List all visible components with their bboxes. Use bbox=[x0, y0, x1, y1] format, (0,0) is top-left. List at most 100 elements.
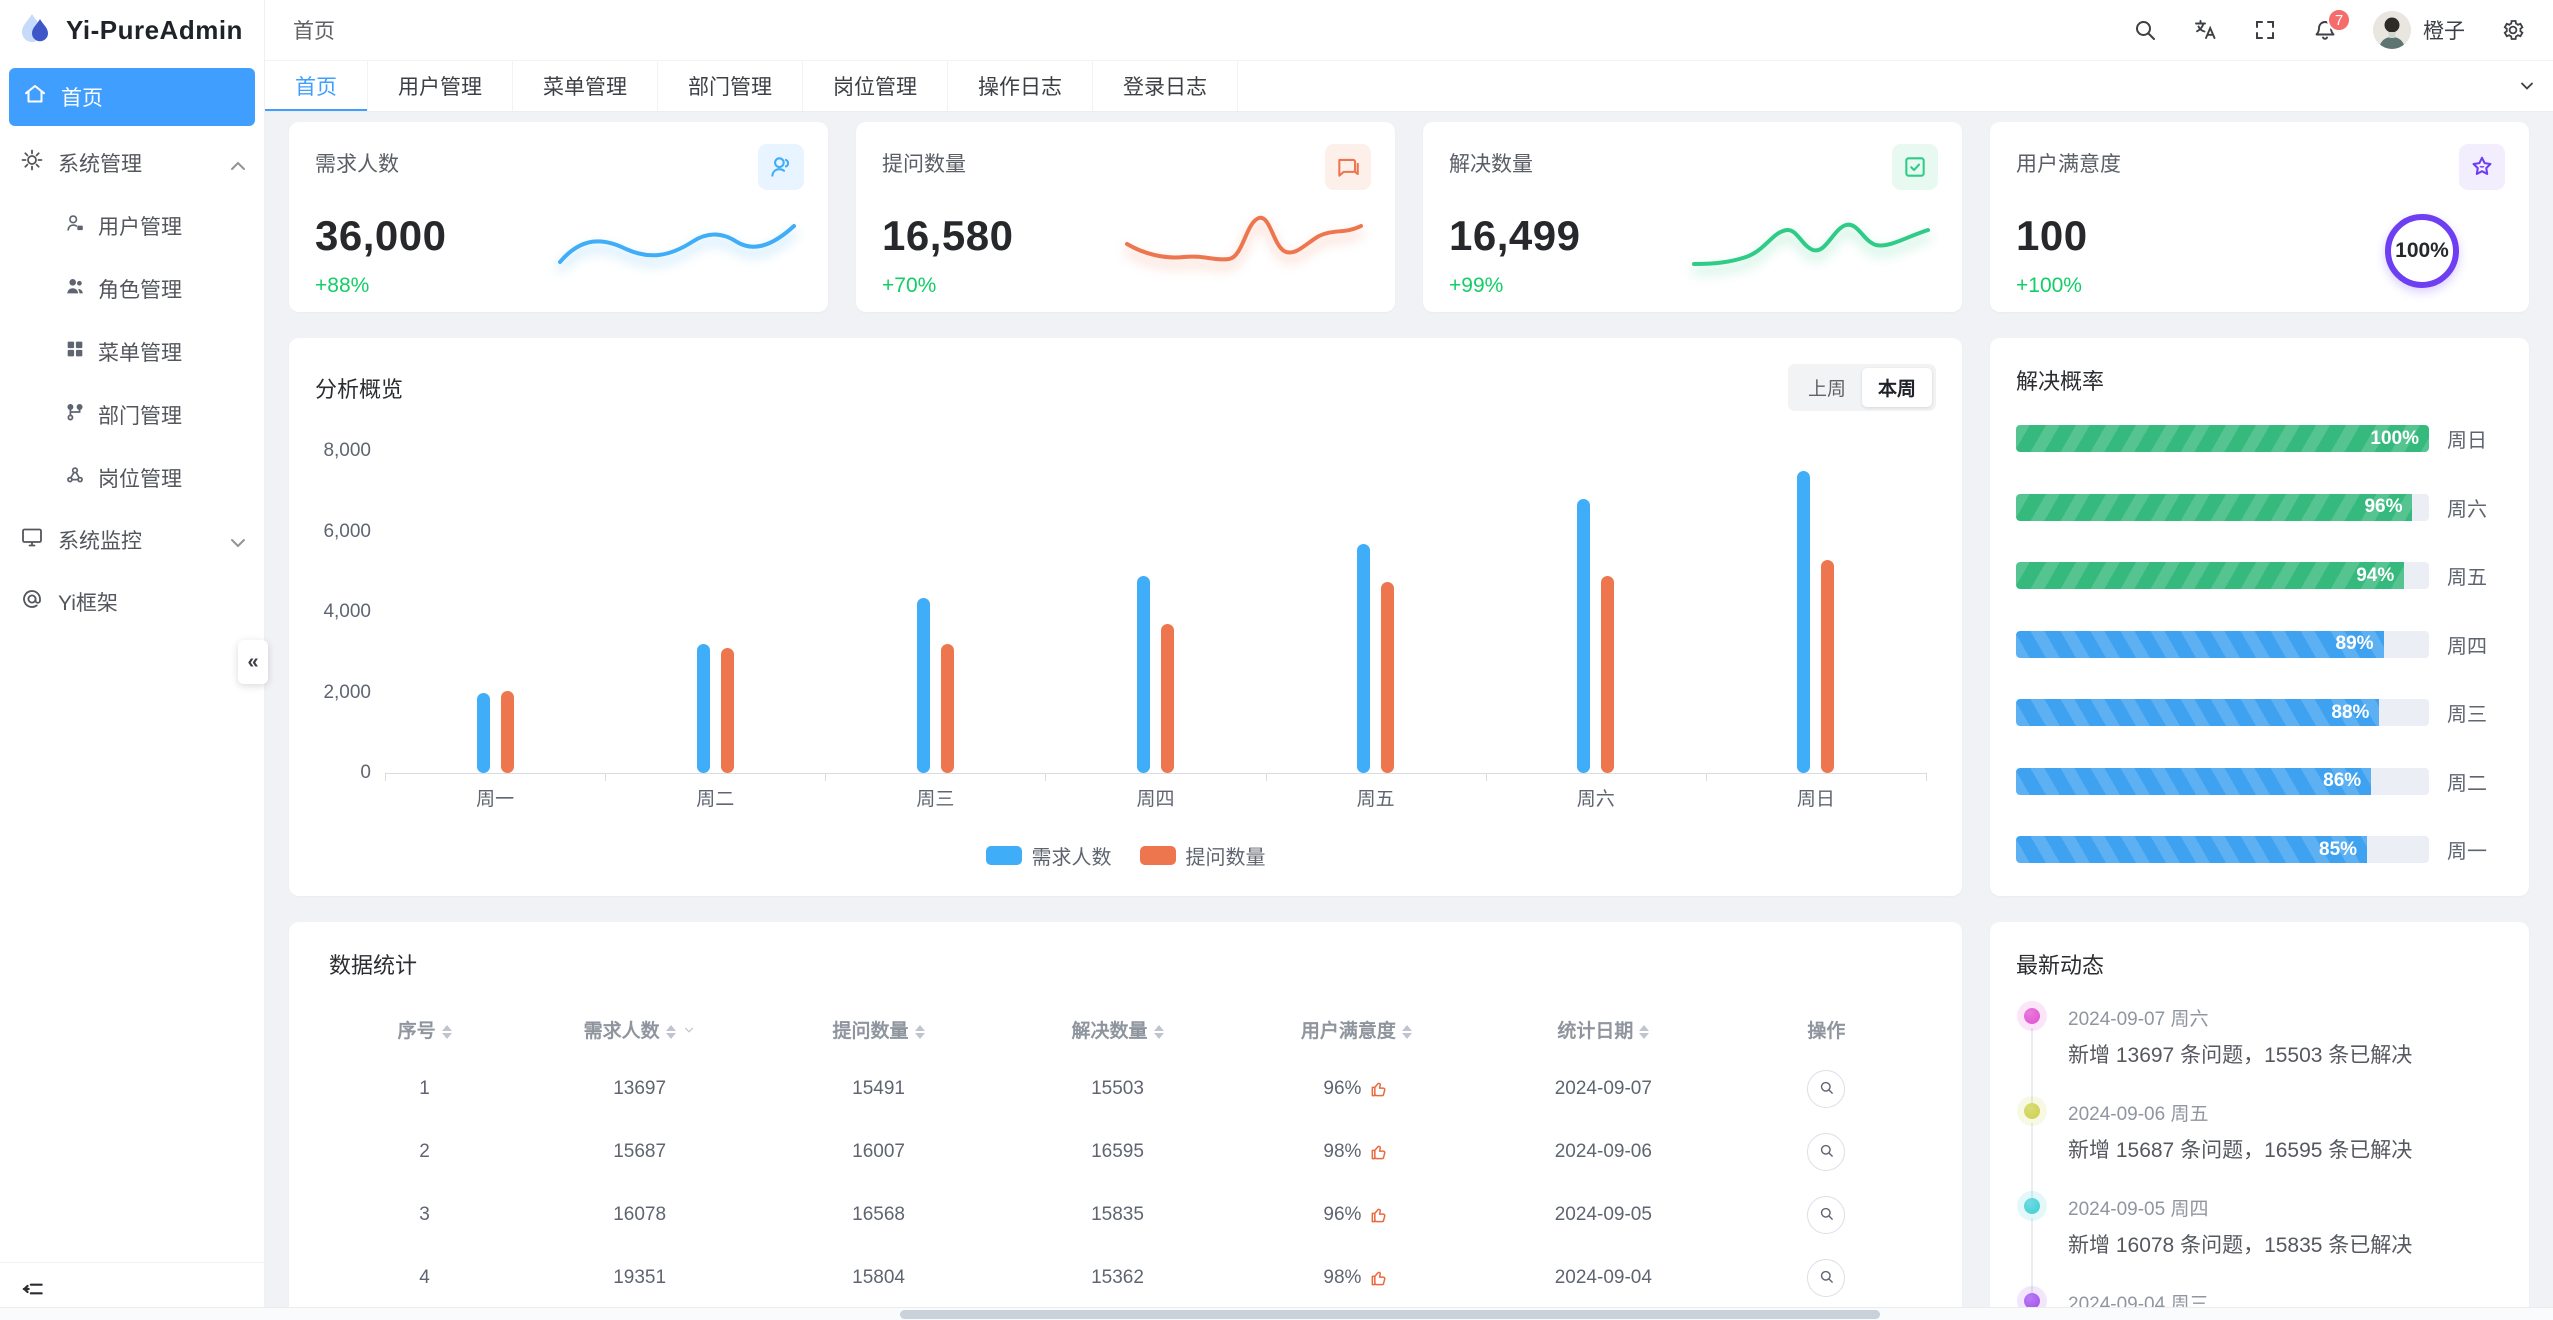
cell-date: 2024-09-06 bbox=[1554, 1140, 1652, 1162]
bar-提问数量-周五[interactable] bbox=[1381, 581, 1395, 773]
translate-icon[interactable] bbox=[2193, 18, 2217, 42]
bar-group-周三 bbox=[825, 451, 1045, 773]
magnifier-icon bbox=[1818, 1205, 1835, 1225]
solve-row-周一: 85% 周一 bbox=[2016, 835, 2503, 864]
sidebar-subitem-角色管理[interactable]: 角色管理 bbox=[0, 257, 264, 320]
x-axis-label: 周日 bbox=[1796, 789, 1835, 810]
bar-需求人数-周二[interactable] bbox=[696, 644, 710, 773]
column-header-统计日期[interactable]: 统计日期 bbox=[1476, 1002, 1731, 1057]
settings-gear-icon[interactable] bbox=[2501, 18, 2525, 42]
fold-sidebar-icon[interactable] bbox=[20, 1276, 46, 1307]
legend-swatch-orange bbox=[1139, 846, 1176, 865]
collapse-sidebar-button[interactable]: « bbox=[238, 640, 268, 684]
tabs-dropdown-chevron-icon[interactable] bbox=[2517, 61, 2537, 111]
cell-satisfaction: 96% bbox=[1237, 1057, 1476, 1120]
tab-菜单管理[interactable]: 菜单管理 bbox=[513, 61, 658, 111]
tab-岗位管理[interactable]: 岗位管理 bbox=[803, 61, 948, 111]
column-header-需求人数[interactable]: 需求人数 bbox=[520, 1002, 759, 1057]
sidebar-subitem-用户管理[interactable]: 用户管理 bbox=[0, 194, 264, 257]
sidebar-subitem-岗位管理[interactable]: 岗位管理 bbox=[0, 446, 264, 509]
bar-提问数量-周三[interactable] bbox=[940, 644, 954, 773]
sort-carets-icon[interactable] bbox=[914, 1024, 925, 1039]
sidebar-item-system-monitor[interactable]: 系统监控 bbox=[0, 509, 264, 571]
stat-delta: +70% bbox=[882, 274, 937, 297]
questions-sparkline bbox=[1125, 215, 1363, 262]
last-week-button[interactable]: 上周 bbox=[1807, 379, 1846, 400]
legend-item-demand[interactable]: 需求人数 bbox=[985, 841, 1112, 870]
x-axis-tick bbox=[1705, 773, 1707, 781]
bar-需求人数-周六[interactable] bbox=[1577, 499, 1591, 773]
stat-title: 解决数量 bbox=[1449, 153, 1533, 176]
bar-提问数量-周日[interactable] bbox=[1821, 559, 1835, 773]
sort-carets-icon[interactable] bbox=[1639, 1024, 1650, 1039]
cell-index: 2 bbox=[419, 1140, 430, 1162]
sidebar-subitem-菜单管理[interactable]: 菜单管理 bbox=[0, 320, 264, 383]
bar-提问数量-周一[interactable] bbox=[500, 690, 514, 773]
column-header-序号[interactable]: 序号 bbox=[329, 1002, 520, 1057]
user-icon bbox=[758, 144, 804, 190]
app-title: Yi-PureAdmin bbox=[66, 14, 243, 45]
tab-首页[interactable]: 首页 bbox=[265, 61, 368, 111]
timeline-date: 2024-09-07 周六 bbox=[2068, 1009, 2209, 1030]
progress-value: 85% bbox=[2319, 838, 2358, 860]
table-row: 1 13697 15491 15503 96% 2024-09-07 bbox=[329, 1057, 1922, 1120]
solve-row-周五: 94% 周五 bbox=[2016, 561, 2503, 590]
sort-carets-icon[interactable] bbox=[1401, 1024, 1412, 1039]
fullscreen-icon[interactable] bbox=[2253, 18, 2277, 42]
bar-需求人数-周五[interactable] bbox=[1357, 543, 1371, 773]
horizontal-scrollbar[interactable] bbox=[0, 1307, 2553, 1320]
column-header-解决数量[interactable]: 解决数量 bbox=[998, 1002, 1237, 1057]
timeline-connector bbox=[2031, 1123, 2033, 1198]
legend-item-questions[interactable]: 提问数量 bbox=[1139, 841, 1266, 870]
sidebar-subitem-label: 角色管理 bbox=[98, 278, 182, 302]
cell-index: 3 bbox=[419, 1203, 430, 1225]
tab-部门管理[interactable]: 部门管理 bbox=[658, 61, 803, 111]
solve-title: 解决概率 bbox=[2016, 369, 2105, 394]
bar-提问数量-周二[interactable] bbox=[720, 648, 734, 773]
sidebar-subitem-部门管理[interactable]: 部门管理 bbox=[0, 383, 264, 446]
statistics-table: 序号 需求人数 提问数量 解决数量 用户满意度 统计日期 操作 1 13697 15491 155… bbox=[329, 1002, 1922, 1320]
bar-需求人数-周一[interactable] bbox=[476, 692, 490, 773]
breadcrumb[interactable]: 首页 bbox=[293, 20, 335, 43]
column-header-用户满意度[interactable]: 用户满意度 bbox=[1237, 1002, 1476, 1057]
column-header-label: 操作 bbox=[1807, 1021, 1846, 1042]
bell-icon[interactable]: 7 bbox=[2313, 8, 2351, 42]
column-header-提问数量[interactable]: 提问数量 bbox=[759, 1002, 998, 1057]
horizontal-scrollbar-thumb[interactable] bbox=[900, 1310, 1880, 1319]
user-menu[interactable]: 橙子 bbox=[2373, 11, 2465, 49]
tab-操作日志[interactable]: 操作日志 bbox=[948, 61, 1093, 111]
tab-登录日志[interactable]: 登录日志 bbox=[1093, 61, 1238, 111]
sort-carets-icon[interactable] bbox=[441, 1024, 452, 1039]
logo[interactable]: Yi-PureAdmin bbox=[0, 0, 264, 60]
sidebar-item-home[interactable]: 首页 bbox=[9, 68, 255, 126]
stat-card-satisfaction: 用户满意度 100 +100% 100% bbox=[1990, 122, 2529, 312]
bar-提问数量-周四[interactable] bbox=[1160, 624, 1174, 773]
view-detail-button[interactable] bbox=[1807, 1195, 1846, 1234]
tab-用户管理[interactable]: 用户管理 bbox=[368, 61, 513, 111]
sidebar-item-framework[interactable]: Yi框架 bbox=[0, 571, 264, 633]
view-detail-button[interactable] bbox=[1807, 1132, 1846, 1171]
sort-carets-icon[interactable] bbox=[1153, 1024, 1164, 1039]
view-detail-button[interactable] bbox=[1807, 1069, 1846, 1108]
bar-需求人数-周三[interactable] bbox=[916, 597, 930, 773]
this-week-button[interactable]: 本周 bbox=[1861, 368, 1932, 407]
progress-day-label: 周一 bbox=[2447, 841, 2487, 863]
view-detail-button[interactable] bbox=[1807, 1258, 1846, 1297]
filter-chevron-down-icon[interactable] bbox=[682, 1021, 696, 1043]
cell-question: 15491 bbox=[852, 1077, 905, 1099]
x-axis-tick bbox=[605, 773, 607, 781]
bar-需求人数-周日[interactable] bbox=[1797, 471, 1811, 773]
progress-day-label: 周二 bbox=[2447, 772, 2487, 795]
bar-需求人数-周四[interactable] bbox=[1136, 575, 1150, 773]
progress-value: 88% bbox=[2331, 701, 2370, 723]
sort-carets-icon[interactable] bbox=[665, 1024, 676, 1039]
bar-group-周六 bbox=[1486, 451, 1706, 773]
column-header-label: 解决数量 bbox=[1071, 1021, 1148, 1042]
timeline-date: 2024-09-05 周四 bbox=[2068, 1199, 2209, 1220]
progress-fill: 100% bbox=[2016, 425, 2429, 452]
sidebar-item-system-manage[interactable]: 系统管理 bbox=[0, 132, 264, 194]
stat-title: 提问数量 bbox=[882, 153, 966, 176]
search-icon[interactable] bbox=[2133, 18, 2157, 42]
role-icon bbox=[64, 275, 86, 303]
bar-提问数量-周六[interactable] bbox=[1601, 575, 1615, 773]
